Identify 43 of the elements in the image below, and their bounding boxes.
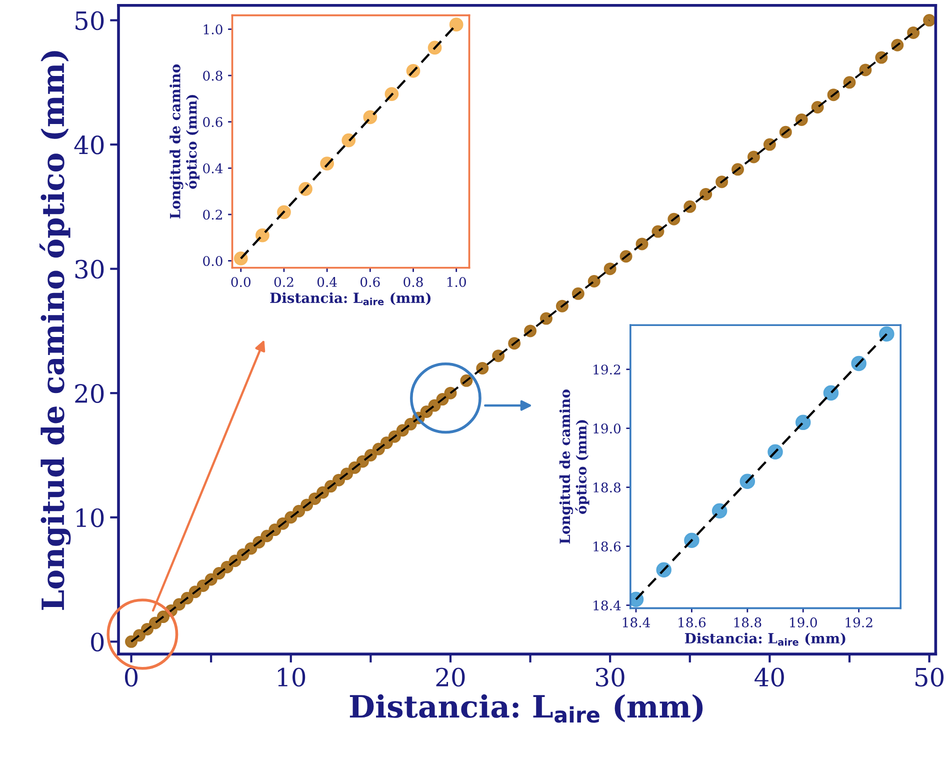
x-axis-title: Distancia: L$_{aire}$ (mm) (270, 292, 431, 306)
y-tick-label: 50 (76, 11, 104, 30)
x-tick-label: 0.4 (317, 277, 337, 287)
y-tick-label: 0.2 (203, 210, 222, 220)
x-tick-label: 10 (278, 668, 306, 687)
x-tick-label: 18.8 (734, 617, 762, 628)
x-tick-label: 40 (754, 668, 784, 687)
y-tick-label: 20 (75, 384, 104, 403)
point (712, 503, 728, 519)
y-tick-label: 18.4 (594, 600, 621, 610)
x-tick-label: 18.4 (622, 617, 650, 628)
x-tick-label: 19.0 (790, 617, 817, 628)
x-tick-label: 19.2 (846, 617, 872, 628)
x-tick-label: 0.6 (360, 277, 380, 287)
point (879, 326, 894, 342)
point (255, 228, 270, 242)
x-tick-label: 0 (124, 668, 138, 687)
y-tick-label: 0.6 (203, 117, 222, 128)
y-tick-label: 0.4 (203, 163, 223, 174)
y-tick-label: 18.8 (594, 482, 621, 492)
x-tick-label: 20 (436, 668, 465, 687)
y-tick-label: 0.8 (203, 70, 222, 81)
y-tick-label: 10 (76, 508, 104, 528)
x-tick-label: 1.0 (447, 277, 466, 287)
y-tick-label: 18.6 (594, 541, 621, 552)
x-tick-label: 0.0 (231, 277, 250, 287)
y-axis-title: Longitud de camino óptico (mm) (170, 64, 200, 219)
y-tick-label: 1.0 (204, 24, 222, 34)
x-axis-title: Distancia: L$_{aire}$ (mm) (684, 632, 846, 646)
y-tick-label: 19.2 (594, 364, 620, 375)
y-tick-label: 40 (74, 135, 104, 154)
x-tick-label: 18.6 (678, 617, 706, 628)
point (823, 385, 839, 401)
x-axis-title: Distancia: L$_{aire}$ (mm) (350, 694, 703, 723)
x-tick-label: 50 (916, 668, 944, 687)
y-tick-label: 19.0 (594, 424, 621, 434)
x-tick-label: 0.8 (404, 277, 423, 287)
y-tick-label: 0 (91, 632, 104, 652)
x-tick-label: 0.2 (274, 277, 294, 287)
point (449, 18, 464, 32)
y-axis-title: Longitud de camino óptico (mm) (39, 51, 71, 610)
y-tick-label: 0.0 (203, 256, 222, 266)
y-axis-title: Longitud de camino óptico (mm) (559, 390, 590, 544)
